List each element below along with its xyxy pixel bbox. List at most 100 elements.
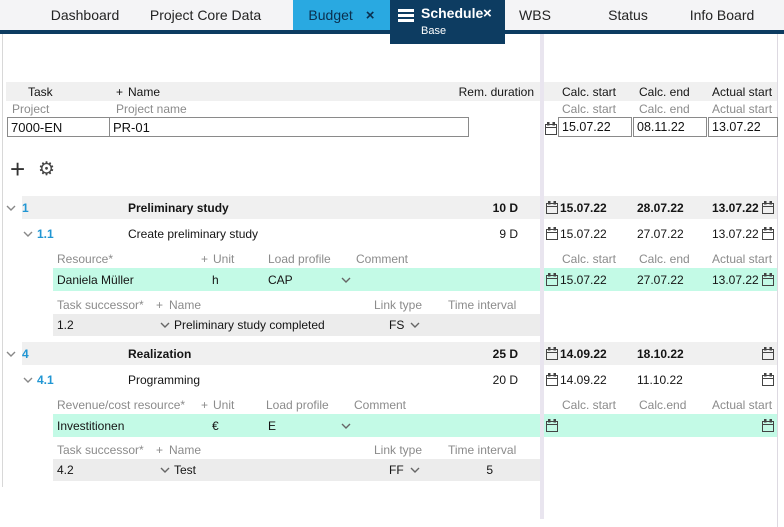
add-resource-button[interactable]: + bbox=[201, 397, 209, 412]
resource-unit[interactable]: € bbox=[212, 418, 219, 433]
task-duration[interactable]: 25 D bbox=[492, 346, 518, 361]
task-duration[interactable]: 20 D bbox=[492, 372, 518, 387]
successor-id[interactable]: 4.2 bbox=[57, 463, 74, 477]
project-calc-start-input[interactable] bbox=[558, 117, 632, 137]
task-row-1-1[interactable]: 1.1 Create preliminary study 9 D 15.07.2… bbox=[0, 222, 784, 245]
collapse-icon[interactable] bbox=[6, 342, 16, 365]
calendar-icon[interactable] bbox=[546, 222, 558, 245]
resource-calc-start[interactable]: 15.07.22 bbox=[560, 272, 607, 287]
successor-name[interactable]: Preliminary study completed bbox=[174, 318, 325, 332]
successor-name[interactable]: Test bbox=[174, 463, 197, 477]
task-actual-start[interactable]: 13.07.22 bbox=[712, 226, 759, 241]
resource-actual-start[interactable]: 13.07.22 bbox=[712, 272, 759, 287]
task-calc-end[interactable]: 18.10.22 bbox=[637, 346, 684, 361]
calendar-icon[interactable] bbox=[546, 368, 558, 391]
successor-row[interactable]: 1.2 Preliminary study completed FS bbox=[0, 314, 784, 336]
tab-schedule[interactable]: Schedule × Base bbox=[390, 0, 505, 44]
task-calc-start[interactable]: 14.09.22 bbox=[560, 372, 607, 387]
calendar-icon[interactable] bbox=[762, 268, 774, 291]
project-calc-end-input[interactable] bbox=[633, 117, 707, 137]
project-name-input[interactable] bbox=[109, 117, 469, 137]
collapse-icon[interactable] bbox=[6, 196, 16, 219]
collapse-icon[interactable] bbox=[23, 368, 33, 391]
resource-calc-end[interactable]: 27.07.22 bbox=[637, 272, 684, 287]
col-link-type: Link type bbox=[374, 442, 423, 457]
task-number[interactable]: 4 bbox=[22, 346, 29, 361]
col-name-plus[interactable]: + bbox=[116, 84, 124, 99]
task-calc-start[interactable]: 14.09.22 bbox=[560, 346, 607, 361]
tab-dashboard[interactable]: Dashboard bbox=[30, 0, 140, 30]
task-duration[interactable]: 10 D bbox=[492, 200, 518, 215]
calendar-icon[interactable] bbox=[762, 196, 774, 219]
tab-info-board[interactable]: Info Board bbox=[672, 0, 772, 30]
tab-project-core-data[interactable]: Project Core Data bbox=[143, 0, 268, 30]
task-row-4[interactable]: 4 Realization 25 D 14.09.22 18.10.22 bbox=[0, 342, 784, 365]
calendar-icon[interactable] bbox=[762, 368, 774, 391]
successor-link-type[interactable]: FS bbox=[389, 318, 405, 332]
task-row-1[interactable]: 1 Preliminary study 10 D 15.07.22 28.07.… bbox=[0, 196, 784, 219]
add-task-button[interactable]: + bbox=[10, 154, 26, 184]
successor-row[interactable]: 4.2 Test FF 5 bbox=[0, 459, 784, 481]
chevron-down-icon[interactable] bbox=[341, 414, 351, 437]
calendar-icon[interactable] bbox=[546, 196, 558, 219]
tab-info-label: Info Board bbox=[689, 7, 755, 23]
task-actual-start[interactable]: 13.07.22 bbox=[712, 200, 759, 215]
task-calc-end[interactable]: 28.07.22 bbox=[637, 200, 684, 215]
task-number[interactable]: 1.1 bbox=[37, 226, 54, 241]
task-calc-end[interactable]: 27.07.22 bbox=[637, 226, 684, 241]
task-name[interactable]: Programming bbox=[128, 372, 201, 387]
chevron-down-icon[interactable] bbox=[410, 314, 420, 336]
resource-row[interactable]: Investitionen € E bbox=[0, 414, 784, 437]
close-icon[interactable]: × bbox=[365, 6, 375, 24]
tab-budget[interactable]: Budget × bbox=[293, 0, 390, 30]
task-calc-start[interactable]: 15.07.22 bbox=[560, 226, 607, 241]
task-name[interactable]: Preliminary study bbox=[128, 200, 229, 215]
calendar-icon[interactable] bbox=[762, 342, 774, 365]
add-successor-button[interactable]: + bbox=[156, 442, 164, 457]
task-number[interactable]: 4.1 bbox=[37, 372, 54, 387]
add-resource-button[interactable]: + bbox=[201, 251, 209, 266]
chevron-down-icon[interactable] bbox=[341, 268, 351, 291]
project-actual-start-input[interactable] bbox=[708, 117, 778, 137]
gear-icon[interactable]: ⚙ bbox=[38, 159, 56, 180]
tab-wbs[interactable]: WBS bbox=[505, 0, 565, 30]
successor-time-interval[interactable]: 5 bbox=[486, 463, 493, 477]
task-number[interactable]: 1 bbox=[22, 200, 29, 215]
resource-name[interactable]: Daniela Müller bbox=[57, 272, 134, 287]
panel-divider[interactable] bbox=[540, 34, 544, 519]
task-row-4-1[interactable]: 4.1 Programming 20 D 14.09.22 11.10.22 bbox=[0, 368, 784, 391]
col-calc-end: Calc.end bbox=[639, 397, 687, 412]
calendar-icon[interactable] bbox=[762, 222, 774, 245]
successor-link-type[interactable]: FF bbox=[389, 463, 404, 477]
resource-header-row: Resource* + Unit Load profile Comment Ca… bbox=[0, 250, 784, 267]
menu-icon[interactable] bbox=[398, 9, 414, 12]
col-calc-end: Calc. end bbox=[639, 251, 690, 266]
calendar-icon[interactable] bbox=[545, 117, 557, 139]
successor-id[interactable]: 1.2 bbox=[57, 318, 74, 332]
resource-unit[interactable]: h bbox=[212, 272, 219, 287]
chevron-down-icon[interactable] bbox=[160, 314, 170, 336]
calendar-icon[interactable] bbox=[546, 414, 558, 437]
task-duration[interactable]: 9 D bbox=[499, 226, 518, 241]
project-id-input[interactable] bbox=[7, 117, 110, 137]
collapse-icon[interactable] bbox=[23, 222, 33, 245]
calendar-icon[interactable] bbox=[762, 414, 774, 437]
resource-row[interactable]: Daniela Müller h CAP 15.07.22 27.07.22 1… bbox=[0, 268, 784, 291]
resource-load-profile[interactable]: E bbox=[268, 418, 277, 433]
calendar-icon[interactable] bbox=[546, 342, 558, 365]
close-icon[interactable]: × bbox=[483, 5, 492, 22]
add-successor-button[interactable]: + bbox=[156, 297, 164, 312]
calendar-icon[interactable] bbox=[546, 268, 558, 291]
task-name[interactable]: Realization bbox=[128, 346, 192, 361]
right-scroll-track[interactable] bbox=[777, 34, 778, 527]
resource-load-profile[interactable]: CAP bbox=[268, 272, 293, 287]
task-calc-start[interactable]: 15.07.22 bbox=[560, 200, 607, 215]
task-calc-end[interactable]: 11.10.22 bbox=[637, 372, 683, 387]
chevron-down-icon[interactable] bbox=[410, 459, 420, 481]
task-name[interactable]: Create preliminary study bbox=[128, 226, 259, 241]
col-unit: Unit bbox=[213, 397, 235, 412]
chevron-down-icon[interactable] bbox=[160, 459, 170, 481]
tab-status[interactable]: Status bbox=[593, 0, 663, 30]
resource-name[interactable]: Investitionen bbox=[57, 418, 125, 433]
